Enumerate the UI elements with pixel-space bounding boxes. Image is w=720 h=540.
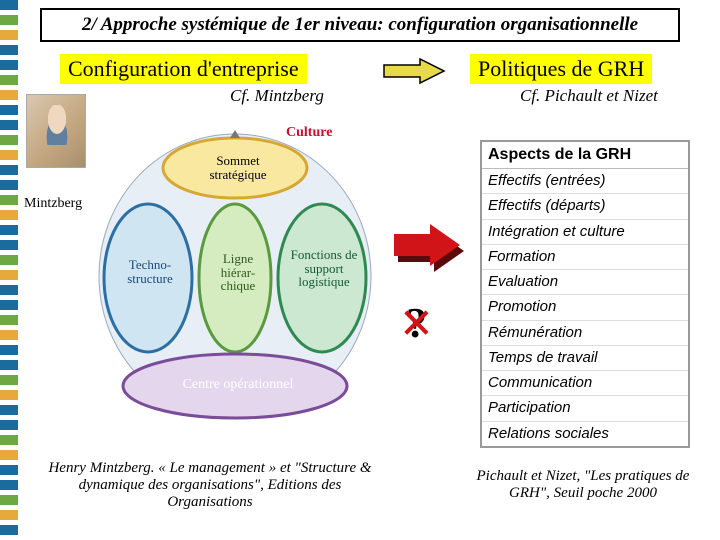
ligne-label: Ligne hiérar-chique bbox=[210, 252, 266, 293]
left-heading: Configuration d'entreprise bbox=[60, 54, 307, 84]
grh-row: Intégration et culture bbox=[482, 220, 688, 245]
sommet-label: Sommet stratégique bbox=[198, 154, 278, 181]
grh-row: Rémunération bbox=[482, 321, 688, 346]
right-subheading: Cf. Pichault et Nizet bbox=[520, 86, 658, 106]
mintzberg-diagram: Culture Sommet stratégique Techno-struct… bbox=[90, 128, 380, 428]
question-cross: ? × bbox=[406, 300, 427, 348]
red-arrow-icon bbox=[390, 218, 472, 276]
culture-label: Culture bbox=[286, 126, 332, 141]
grh-row: Promotion bbox=[482, 295, 688, 320]
implies-arrow-icon bbox=[380, 56, 450, 86]
grh-header: Aspects de la GRH bbox=[482, 142, 688, 169]
photo-label: Mintzberg bbox=[24, 196, 82, 212]
decorative-stripe bbox=[0, 0, 18, 540]
techno-label: Techno-structure bbox=[118, 258, 182, 285]
grh-row: Effectifs (entrées) bbox=[482, 169, 688, 194]
grh-row: Evaluation bbox=[482, 270, 688, 295]
grh-row: Communication bbox=[482, 371, 688, 396]
grh-row: Temps de travail bbox=[482, 346, 688, 371]
grh-row: Relations sociales bbox=[482, 422, 688, 446]
mintzberg-photo bbox=[26, 94, 86, 168]
grh-row: Formation bbox=[482, 245, 688, 270]
page-title: 2/ Approche systémique de 1er niveau: co… bbox=[40, 8, 680, 42]
left-caption: Henry Mintzberg. « Le management » et "S… bbox=[40, 460, 380, 511]
red-x-icon: × bbox=[400, 294, 433, 352]
right-caption: Pichault et Nizet, "Les pratiques de GRH… bbox=[468, 468, 698, 502]
centre-label: Centre opérationnel bbox=[178, 378, 298, 393]
right-heading: Politiques de GRH bbox=[470, 54, 652, 84]
grh-row: Effectifs (départs) bbox=[482, 194, 688, 219]
left-subheading: Cf. Mintzberg bbox=[230, 86, 324, 106]
support-label: Fonctions de support logistique bbox=[288, 248, 360, 289]
grh-row: Participation bbox=[482, 396, 688, 421]
grh-aspects-table: Aspects de la GRH Effectifs (entrées)Eff… bbox=[480, 140, 690, 448]
